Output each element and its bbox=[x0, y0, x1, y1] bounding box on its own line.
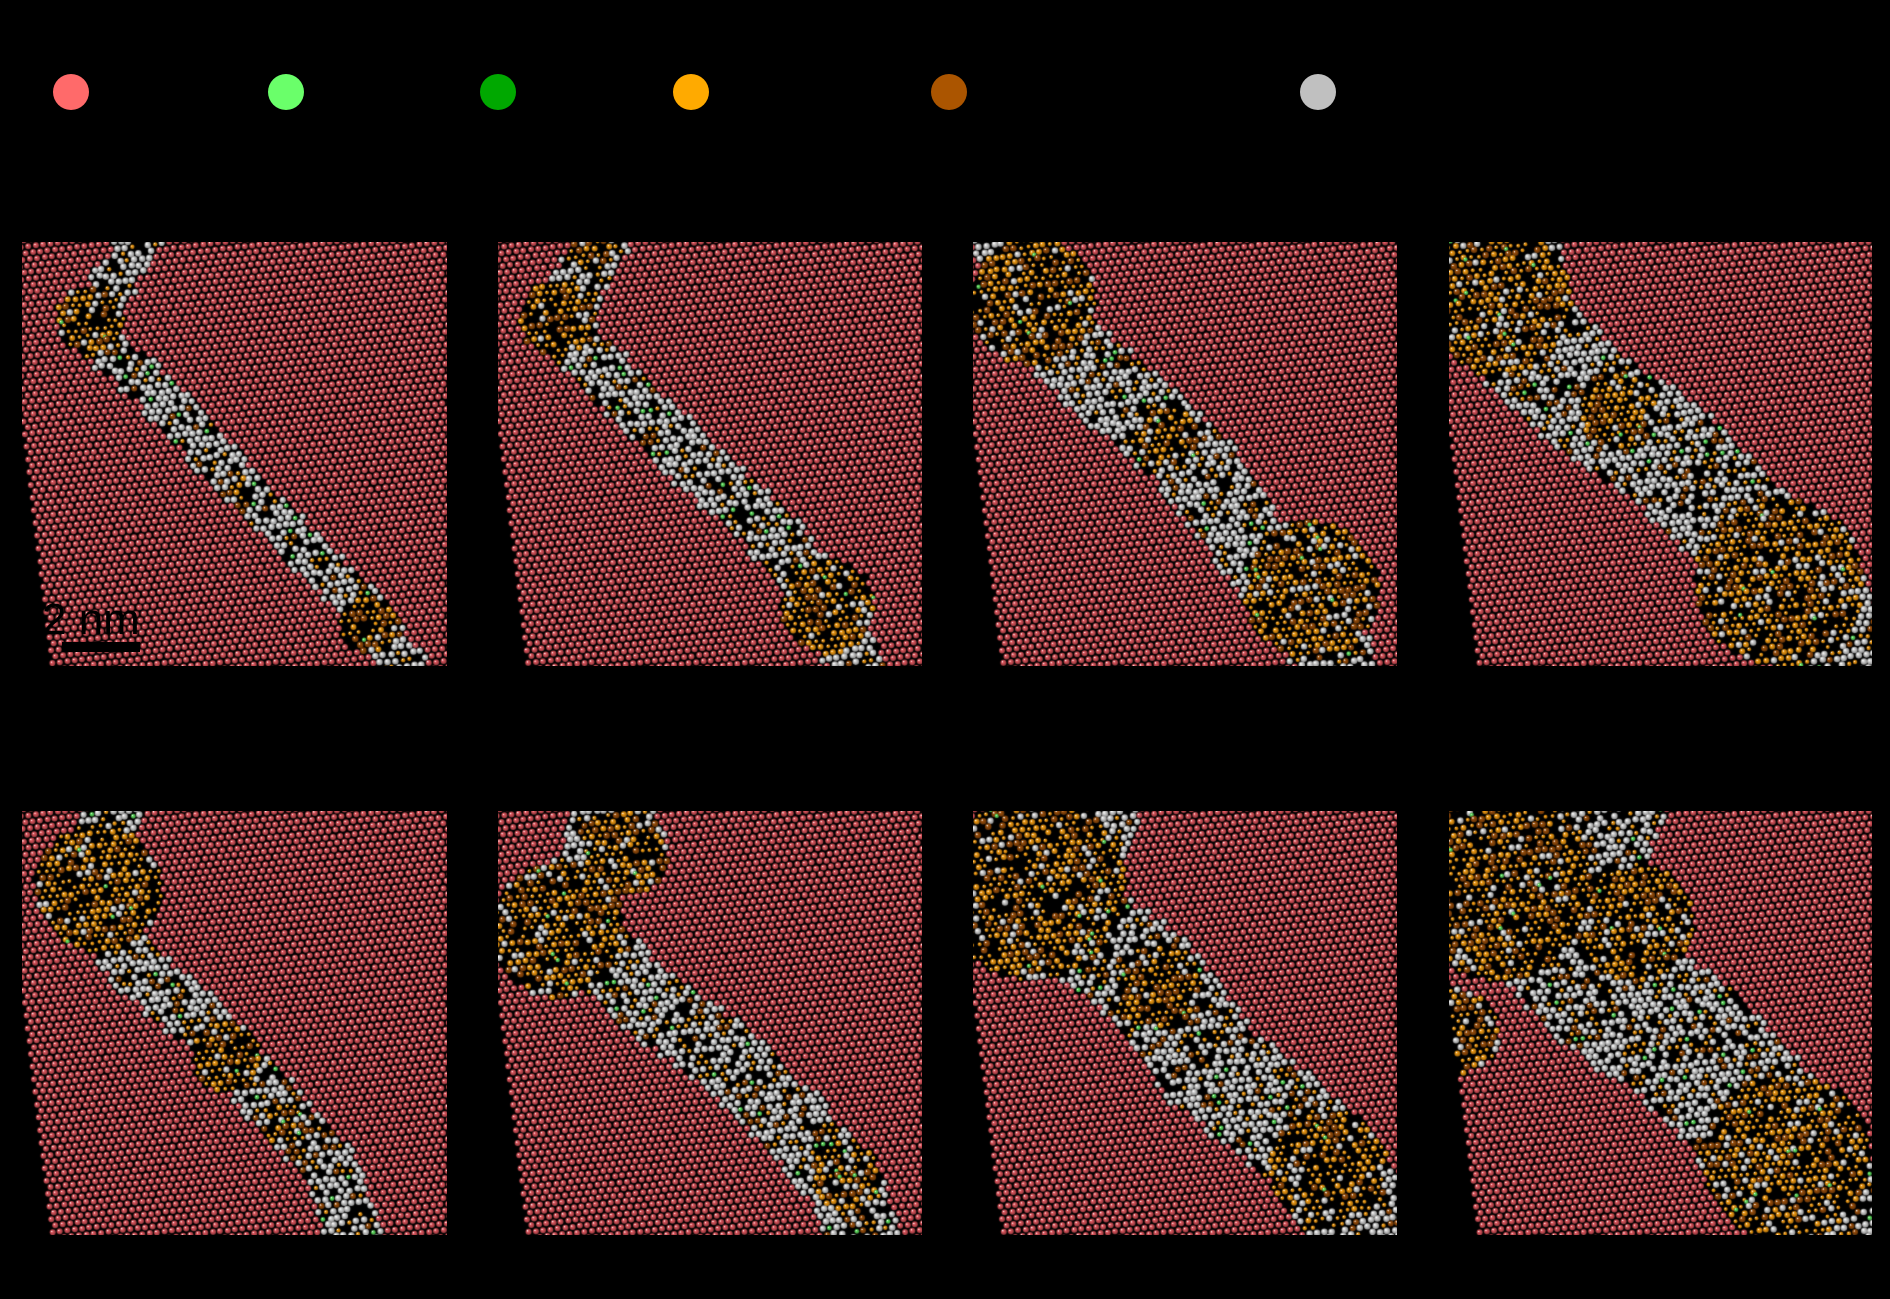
atomistic-render-panel-2 bbox=[498, 242, 922, 666]
legend-swatch-species-1 bbox=[53, 74, 89, 110]
snapshot-panel-3 bbox=[973, 242, 1397, 666]
legend-swatch-species-4 bbox=[673, 74, 709, 110]
scale-bar-label: 2 nm bbox=[42, 595, 140, 644]
scale-bar-line bbox=[62, 642, 140, 652]
snapshot-panel-4 bbox=[1449, 242, 1872, 666]
snapshot-panel-5 bbox=[22, 811, 447, 1235]
atomistic-render-panel-4 bbox=[1449, 242, 1872, 666]
atomistic-render-panel-7 bbox=[973, 811, 1397, 1235]
legend-swatch-species-3 bbox=[480, 74, 516, 110]
legend-swatch-species-6 bbox=[1300, 74, 1336, 110]
legend-swatch-species-2 bbox=[268, 74, 304, 110]
snapshot-panel-8 bbox=[1449, 811, 1872, 1235]
snapshot-panel-1 bbox=[22, 242, 447, 666]
snapshot-panel-6 bbox=[498, 811, 922, 1235]
atomistic-render-panel-1 bbox=[22, 242, 447, 666]
atomistic-render-panel-8 bbox=[1449, 811, 1872, 1235]
atomistic-render-panel-5 bbox=[22, 811, 447, 1235]
atomistic-render-panel-6 bbox=[498, 811, 922, 1235]
atomistic-render-panel-3 bbox=[973, 242, 1397, 666]
legend-swatch-species-5 bbox=[931, 74, 967, 110]
snapshot-panel-2 bbox=[498, 242, 922, 666]
snapshot-panel-7 bbox=[973, 811, 1397, 1235]
